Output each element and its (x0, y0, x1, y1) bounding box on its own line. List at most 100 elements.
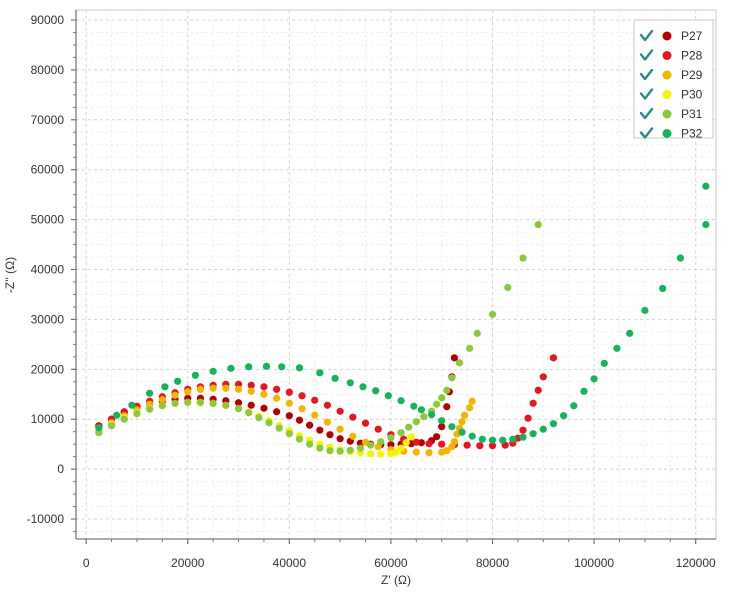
data-point (359, 383, 367, 391)
data-point (311, 411, 319, 419)
data-point (295, 416, 304, 424)
data-point (488, 436, 497, 444)
legend-label: P28 (681, 49, 703, 63)
data-point (466, 404, 474, 412)
data-point (433, 400, 441, 408)
data-point (209, 367, 217, 375)
legend-item-p28[interactable]: P28 (639, 49, 703, 63)
data-point (534, 220, 542, 229)
data-point (433, 433, 441, 441)
data-point (285, 412, 293, 420)
data-point (425, 440, 433, 448)
data-point (349, 413, 357, 421)
legend-label: P32 (681, 127, 703, 141)
data-point (458, 418, 466, 426)
data-point (298, 405, 306, 413)
data-point (478, 435, 486, 443)
checkmark-icon[interactable] (639, 127, 654, 139)
data-point (600, 359, 608, 367)
data-point (336, 447, 344, 455)
x-tick-label: 100000 (574, 556, 614, 570)
checkmark-icon[interactable] (639, 68, 654, 81)
data-point (336, 425, 344, 433)
data-point (397, 397, 405, 405)
data-point (184, 398, 192, 406)
checkmark-icon[interactable] (639, 88, 654, 100)
legend-item-p29[interactable]: P29 (639, 68, 703, 82)
data-point (397, 429, 405, 437)
data-point (128, 401, 136, 409)
y-tick-label: 80000 (31, 63, 65, 77)
data-point (234, 399, 243, 407)
data-point (196, 385, 205, 393)
data-point (323, 401, 332, 409)
checkmark-icon[interactable] (639, 29, 654, 42)
checkmark-icon[interactable] (639, 49, 654, 61)
data-point (524, 414, 532, 422)
data-point (455, 359, 464, 367)
data-point (107, 422, 116, 430)
y-tick-label: 40000 (31, 263, 65, 277)
data-point (438, 423, 446, 431)
data-point (702, 220, 710, 229)
checkmark-icon[interactable] (639, 107, 654, 120)
y-tick-label: 90000 (31, 13, 65, 27)
data-point (361, 419, 370, 427)
data-point (377, 450, 385, 458)
plot-area (75, 9, 717, 540)
series-p32 (95, 182, 710, 444)
minor-grid (76, 10, 716, 539)
x-tick-label: 80000 (476, 556, 510, 570)
legend-item-p32[interactable]: P32 (639, 127, 703, 141)
data-point (247, 401, 255, 409)
data-point (613, 344, 621, 352)
data-point (384, 392, 392, 400)
data-point (412, 418, 420, 426)
y-tick-label: 30000 (31, 312, 65, 326)
data-point (448, 423, 456, 431)
data-point (260, 404, 268, 412)
legend-item-p27[interactable]: P27 (639, 29, 703, 43)
data-point (95, 429, 103, 437)
data-point (346, 379, 354, 387)
data-point (209, 384, 217, 392)
data-point (397, 444, 405, 452)
y-tick-label: 0 (57, 462, 64, 476)
data-point (392, 448, 400, 456)
data-point (448, 374, 456, 382)
legend-label: P29 (681, 68, 703, 82)
data-point (227, 364, 235, 372)
data-point (420, 413, 428, 421)
data-point (245, 409, 253, 417)
data-point (316, 444, 324, 452)
data-point (295, 435, 304, 443)
data-point (529, 430, 537, 438)
data-point (311, 396, 319, 404)
legend-item-p30[interactable]: P30 (639, 88, 703, 102)
data-point (410, 402, 418, 410)
data-point (519, 433, 527, 441)
data-point (539, 425, 547, 433)
data-point (509, 435, 517, 443)
data-point (387, 441, 395, 449)
data-point (326, 447, 334, 455)
data-point (146, 389, 154, 397)
data-point (285, 388, 293, 396)
data-point (473, 329, 481, 337)
series-layer (95, 182, 710, 458)
data-point (326, 431, 334, 439)
data-point (171, 399, 179, 407)
legend-marker (662, 70, 672, 80)
data-point (476, 442, 484, 450)
y-axis-ticks: -10000 0 10000 20000 30000 40000 50000 60000 700… (27, 13, 76, 533)
data-point (316, 426, 324, 434)
data-point (405, 423, 413, 431)
legend-item-p31[interactable]: P31 (639, 107, 703, 121)
x-tick-label: 60000 (374, 556, 408, 570)
legend-marker (662, 31, 672, 41)
data-point (504, 283, 512, 292)
data-point (659, 284, 667, 293)
data-point (295, 364, 304, 372)
data-point (349, 432, 357, 440)
